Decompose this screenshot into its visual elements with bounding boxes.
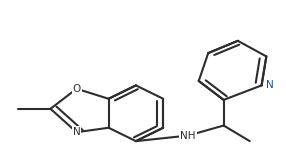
Text: NH: NH	[180, 131, 196, 141]
Text: N: N	[73, 127, 80, 137]
Text: N: N	[266, 80, 274, 90]
Text: O: O	[72, 84, 81, 94]
